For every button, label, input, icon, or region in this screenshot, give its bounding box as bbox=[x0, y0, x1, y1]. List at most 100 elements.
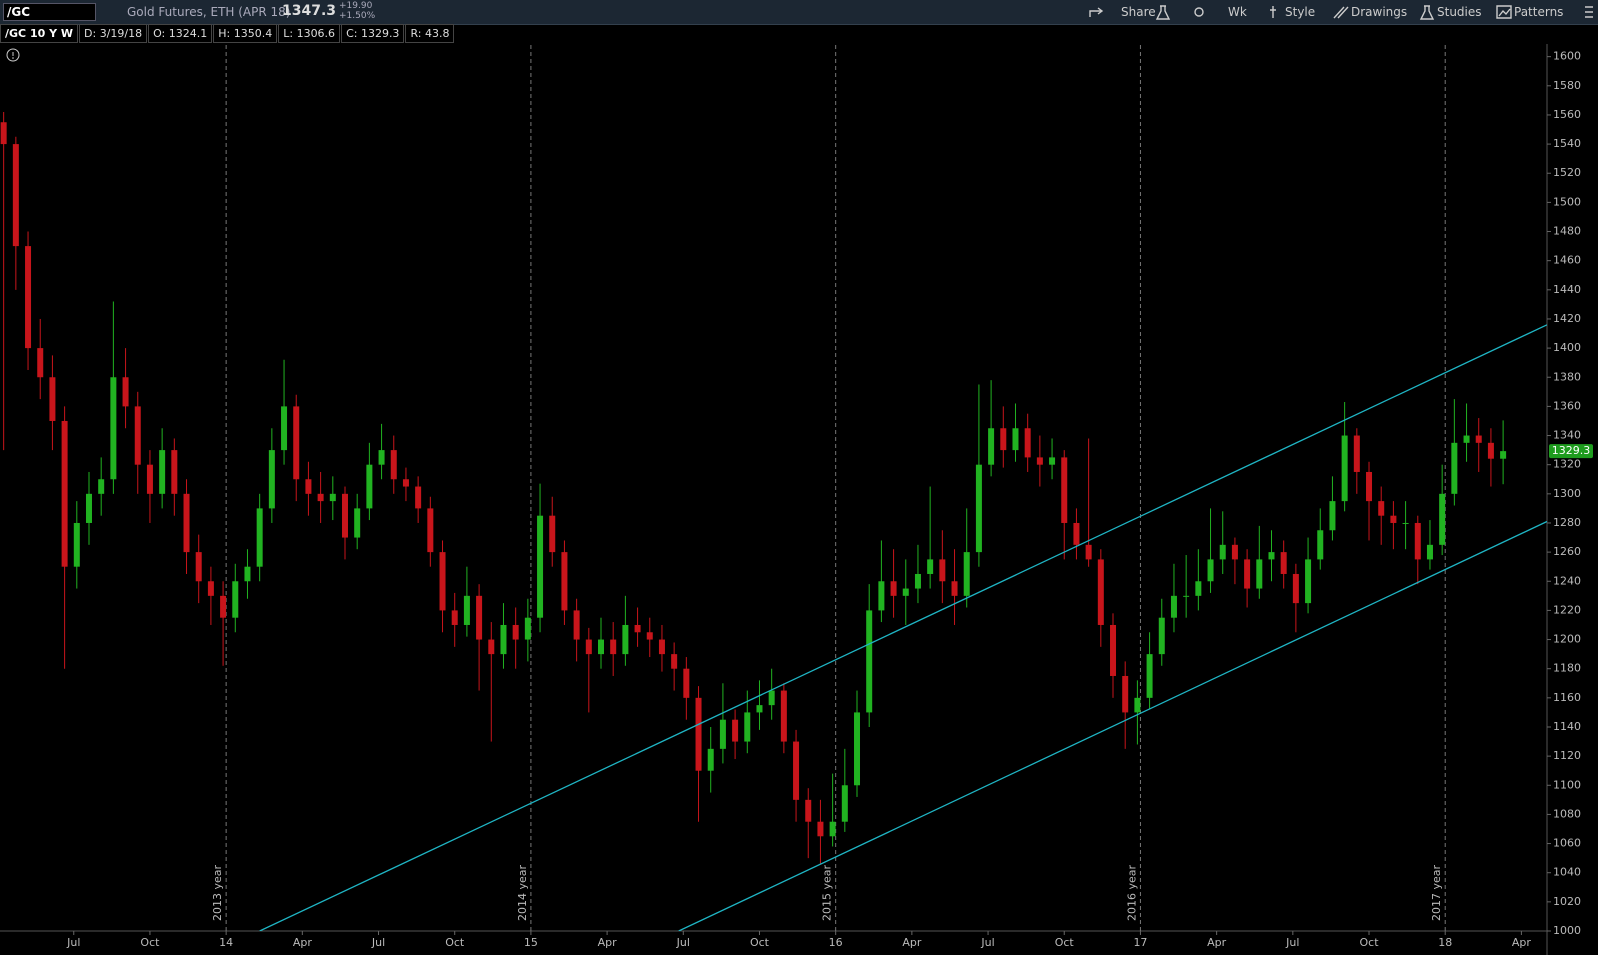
alert-icon[interactable] bbox=[6, 48, 20, 62]
x-tick-label: Oct bbox=[750, 936, 770, 949]
y-tick-label: 1020 bbox=[1553, 895, 1581, 908]
candle-body bbox=[610, 639, 617, 655]
candle-body bbox=[1049, 457, 1056, 465]
candle-body bbox=[1500, 451, 1507, 459]
y-tick-label: 1040 bbox=[1553, 866, 1581, 879]
candle-body bbox=[780, 690, 787, 742]
candle-body bbox=[841, 785, 848, 822]
button[interactable]: Wk bbox=[1228, 5, 1247, 19]
candle-body bbox=[1317, 530, 1324, 560]
candle-body bbox=[646, 632, 653, 640]
candle-body bbox=[1390, 515, 1397, 523]
candle-body bbox=[122, 377, 129, 407]
candle-body bbox=[451, 610, 458, 625]
candle-body bbox=[1036, 457, 1043, 465]
year-label: 2017 year bbox=[1430, 864, 1443, 921]
candle-body bbox=[1353, 435, 1360, 472]
candle-body bbox=[25, 246, 32, 349]
candle-body bbox=[402, 479, 409, 487]
candle-body bbox=[415, 486, 422, 509]
candle-body bbox=[890, 581, 897, 596]
info-item: H: 1350.4 bbox=[213, 24, 278, 43]
trendline bbox=[259, 324, 1547, 931]
candle-body bbox=[171, 450, 178, 494]
candle-body bbox=[305, 479, 312, 494]
y-tick-label: 1500 bbox=[1553, 195, 1581, 208]
y-tick-label: 1480 bbox=[1553, 225, 1581, 238]
candle-body bbox=[1207, 559, 1214, 582]
candle-body bbox=[207, 581, 214, 596]
candle-body bbox=[634, 624, 641, 633]
candle-body bbox=[1341, 435, 1348, 502]
candle-body bbox=[12, 144, 19, 247]
last-price-label: 1329.3 bbox=[1552, 444, 1591, 457]
candle-body bbox=[220, 595, 227, 618]
x-tick-label: 16 bbox=[829, 936, 843, 949]
candle-body bbox=[683, 668, 690, 698]
candle-body bbox=[854, 712, 861, 786]
candle-body bbox=[1414, 522, 1421, 560]
candle-body bbox=[1195, 581, 1202, 596]
candle-body bbox=[329, 493, 336, 502]
candle-body bbox=[1426, 544, 1433, 560]
x-tick-label: 18 bbox=[1438, 936, 1452, 949]
candle-body bbox=[1122, 675, 1129, 713]
candle-body bbox=[537, 515, 544, 618]
candle-body bbox=[1170, 595, 1177, 618]
symbol-box[interactable]: /GC bbox=[3, 3, 96, 21]
candle-body bbox=[963, 552, 970, 596]
y-tick-label: 1560 bbox=[1553, 108, 1581, 121]
y-tick-label: 1380 bbox=[1553, 370, 1581, 383]
info-bar: /GC 10 Y W D: 3/19/18 O: 1324.1 H: 1350.… bbox=[0, 24, 455, 43]
candle-body bbox=[1061, 457, 1068, 523]
candle-body bbox=[1000, 428, 1007, 451]
candle-body bbox=[768, 690, 775, 706]
candle-body bbox=[524, 617, 531, 640]
candle-body bbox=[159, 450, 166, 494]
candle-body bbox=[146, 464, 153, 494]
candle-body bbox=[732, 719, 739, 742]
study-label: /GC 10 Y W bbox=[0, 24, 79, 43]
x-tick-label: Jul bbox=[980, 936, 994, 949]
candle-body bbox=[1378, 501, 1385, 516]
button[interactable]: Studies bbox=[1437, 5, 1482, 19]
candle-body bbox=[719, 719, 726, 749]
candle-body bbox=[1280, 552, 1287, 574]
candle-body bbox=[1487, 442, 1494, 459]
y-tick-label: 1060 bbox=[1553, 837, 1581, 850]
button[interactable]: Drawings bbox=[1351, 5, 1408, 19]
candle-body bbox=[1475, 435, 1482, 443]
candle-body bbox=[793, 741, 800, 800]
candle-body bbox=[183, 493, 190, 553]
candle-body bbox=[341, 493, 348, 538]
candle-body bbox=[939, 559, 946, 582]
candle-body bbox=[805, 799, 812, 822]
y-tick-label: 1400 bbox=[1553, 341, 1581, 354]
candle-body bbox=[1158, 617, 1165, 655]
year-label: 2014 year bbox=[516, 864, 529, 921]
y-tick-label: 1220 bbox=[1553, 603, 1581, 616]
y-tick-label: 1580 bbox=[1553, 79, 1581, 92]
info-item: O: 1324.1 bbox=[148, 24, 213, 43]
x-tick-label: Apr bbox=[293, 936, 313, 949]
y-tick-label: 1200 bbox=[1553, 633, 1581, 646]
candle-body bbox=[585, 639, 592, 655]
candle-body bbox=[756, 705, 763, 713]
info-item: D: 3/19/18 bbox=[79, 24, 148, 43]
y-tick-label: 1300 bbox=[1553, 487, 1581, 500]
candle-body bbox=[366, 464, 373, 509]
info-item: R: 43.8 bbox=[405, 24, 455, 43]
button[interactable]: Patterns bbox=[1514, 5, 1564, 19]
button[interactable]: Share bbox=[1121, 5, 1156, 19]
button[interactable]: Style bbox=[1285, 5, 1316, 19]
candle-body bbox=[1451, 442, 1458, 494]
candle-body bbox=[622, 624, 629, 655]
last-price: 1347.3 bbox=[282, 3, 337, 19]
candle-body bbox=[695, 697, 702, 771]
y-tick-label: 1600 bbox=[1553, 50, 1581, 63]
x-tick-label: 14 bbox=[219, 936, 233, 949]
candle-body bbox=[598, 639, 605, 655]
y-tick-label: 1120 bbox=[1553, 749, 1581, 762]
year-label: 2016 year bbox=[1125, 864, 1138, 921]
